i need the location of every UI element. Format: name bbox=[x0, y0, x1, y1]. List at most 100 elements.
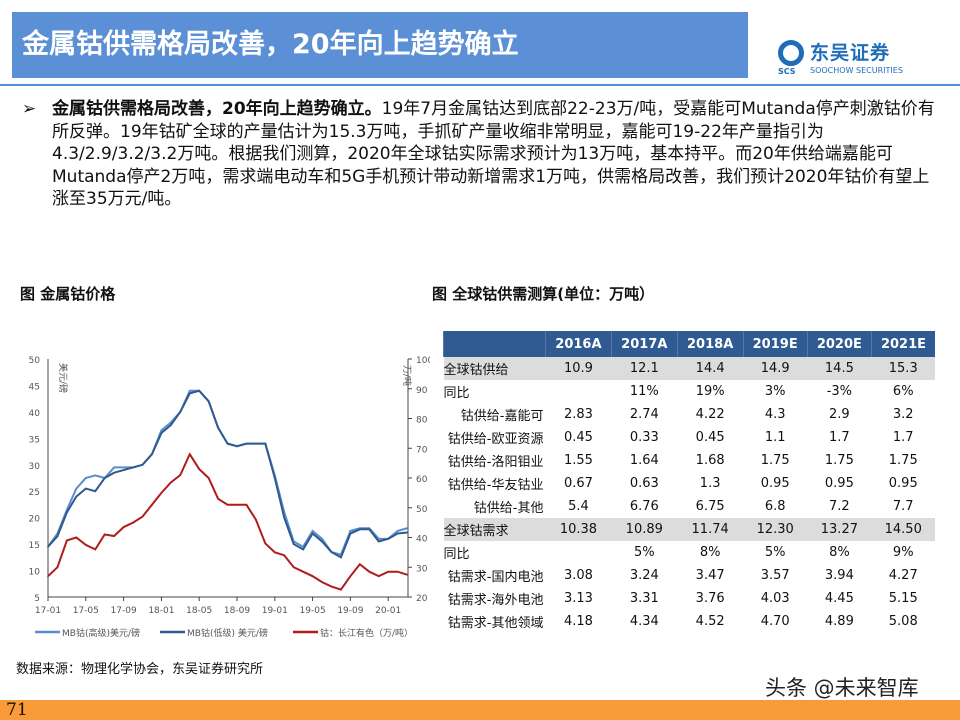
data-point bbox=[377, 575, 380, 577]
table-cell: 7.2 bbox=[829, 499, 850, 514]
column-header: 2021E bbox=[870, 331, 935, 357]
table-cell: 5% bbox=[764, 545, 786, 560]
table-cell: 1.68 bbox=[695, 453, 725, 468]
data-point bbox=[340, 588, 342, 591]
right-tick-label: 40 bbox=[416, 535, 428, 545]
table-cell: 0.67 bbox=[563, 476, 593, 491]
table-cell: 5.15 bbox=[888, 591, 918, 606]
column-header: 2018A bbox=[676, 331, 744, 357]
table-cell bbox=[546, 380, 612, 403]
data-point bbox=[132, 466, 134, 469]
table-cell: 0.45 bbox=[563, 430, 593, 445]
data-point bbox=[283, 516, 286, 519]
data-point bbox=[311, 530, 314, 532]
table-cell: 12.1 bbox=[611, 357, 678, 380]
column-header: 2016A bbox=[545, 331, 612, 357]
table-cell: 14.5 bbox=[807, 357, 872, 380]
data-point bbox=[132, 521, 134, 524]
left-tick-label: 50 bbox=[29, 356, 41, 366]
column-header: 2017A bbox=[610, 331, 678, 357]
data-point bbox=[188, 453, 191, 455]
logo-mark-icon bbox=[778, 40, 804, 66]
table-cell: 10.9 bbox=[545, 357, 612, 380]
data-point bbox=[151, 503, 153, 506]
data-point bbox=[311, 575, 314, 577]
row-label: 钴需求-海外电池 bbox=[447, 593, 544, 608]
right-tick-label: 70 bbox=[416, 445, 428, 455]
row-label: 钴供给-华友钴业 bbox=[447, 478, 544, 493]
table-cell: 1.64 bbox=[629, 453, 659, 468]
left-tick-label: 5 bbox=[34, 594, 40, 604]
table-cell: 14.9 bbox=[743, 357, 808, 380]
x-tick-label: 18-05 bbox=[186, 606, 212, 616]
table-row: 全球钴供给 10.9 12.1 14.4 14.9 14.5 15.3 bbox=[443, 357, 935, 380]
table-cell: 6% bbox=[892, 384, 914, 399]
data-point bbox=[113, 466, 115, 469]
data-point bbox=[321, 581, 323, 583]
row-label: 钴供给-洛阳钼业 bbox=[447, 455, 544, 470]
data-point bbox=[368, 570, 371, 573]
table-cell: 9% bbox=[892, 545, 914, 560]
data-point bbox=[160, 429, 163, 432]
data-point bbox=[207, 477, 210, 479]
data-point bbox=[396, 532, 399, 535]
table-cell: 5.4 bbox=[568, 499, 589, 514]
table-cell: 1.75 bbox=[760, 453, 790, 468]
table-cell: 10.89 bbox=[611, 518, 678, 541]
left-figure-title: 图 金属钴价格 bbox=[20, 285, 116, 303]
data-point bbox=[292, 566, 295, 569]
table-cell: 2.74 bbox=[629, 407, 659, 422]
table-cell: 3.08 bbox=[563, 568, 593, 583]
table-cell: 10.38 bbox=[545, 518, 612, 541]
left-tick-label: 30 bbox=[29, 462, 41, 472]
data-point bbox=[103, 477, 106, 479]
table-row: 同比 5% 8% 5% 8% 9% bbox=[444, 541, 936, 564]
data-point bbox=[160, 492, 163, 494]
data-point bbox=[292, 543, 295, 545]
table-cell: 4.3 bbox=[764, 407, 786, 422]
data-point bbox=[85, 544, 87, 546]
table-row: 全球钴需求 10.38 10.89 11.74 12.30 13.27 14.50 bbox=[443, 518, 935, 541]
table-cell: 0.95 bbox=[888, 476, 918, 491]
data-point bbox=[340, 556, 342, 559]
data-point bbox=[207, 400, 210, 403]
data-point bbox=[113, 535, 115, 537]
table-cell: 4.89 bbox=[824, 614, 854, 629]
table-cell: 2.83 bbox=[563, 407, 593, 422]
data-point bbox=[141, 515, 144, 518]
data-point bbox=[113, 471, 115, 474]
row-label: 同比 bbox=[443, 386, 470, 401]
table-cell: 5% bbox=[633, 545, 655, 560]
x-tick-label: 18-09 bbox=[224, 606, 250, 616]
table-cell: 4.22 bbox=[695, 407, 725, 422]
data-point bbox=[170, 481, 172, 484]
table-cell: 0.95 bbox=[824, 476, 854, 491]
table-cell: 7.7 bbox=[892, 499, 914, 514]
row-label: 同比 bbox=[443, 547, 470, 562]
data-point bbox=[188, 392, 191, 395]
data-point bbox=[226, 503, 229, 506]
x-tick-label: 18-01 bbox=[148, 606, 174, 616]
row-label: 全球钴供给 bbox=[443, 357, 546, 380]
table-cell: 19% bbox=[695, 384, 725, 399]
data-point bbox=[368, 528, 371, 531]
data-point bbox=[188, 389, 191, 392]
data-point bbox=[66, 539, 68, 542]
data-point bbox=[226, 442, 229, 445]
data-point bbox=[75, 487, 78, 490]
data-point bbox=[217, 426, 219, 429]
table-cell: 12.30 bbox=[743, 518, 808, 541]
data-point bbox=[387, 570, 390, 573]
left-tick-label: 40 bbox=[29, 409, 41, 419]
table-cell: 3.76 bbox=[695, 591, 725, 606]
logo-mark-text: SCS bbox=[778, 67, 796, 76]
data-point bbox=[264, 442, 267, 445]
right-tick-label: 60 bbox=[416, 475, 428, 485]
series-line-2 bbox=[47, 452, 408, 591]
right-tick-label: 90 bbox=[416, 386, 428, 396]
table-cell: 4.03 bbox=[760, 591, 790, 606]
table-cell: 11.74 bbox=[677, 518, 744, 541]
table-cell: 4.45 bbox=[824, 591, 854, 606]
table-cell: 11% bbox=[629, 384, 659, 399]
table-cell: 15.3 bbox=[871, 357, 935, 380]
